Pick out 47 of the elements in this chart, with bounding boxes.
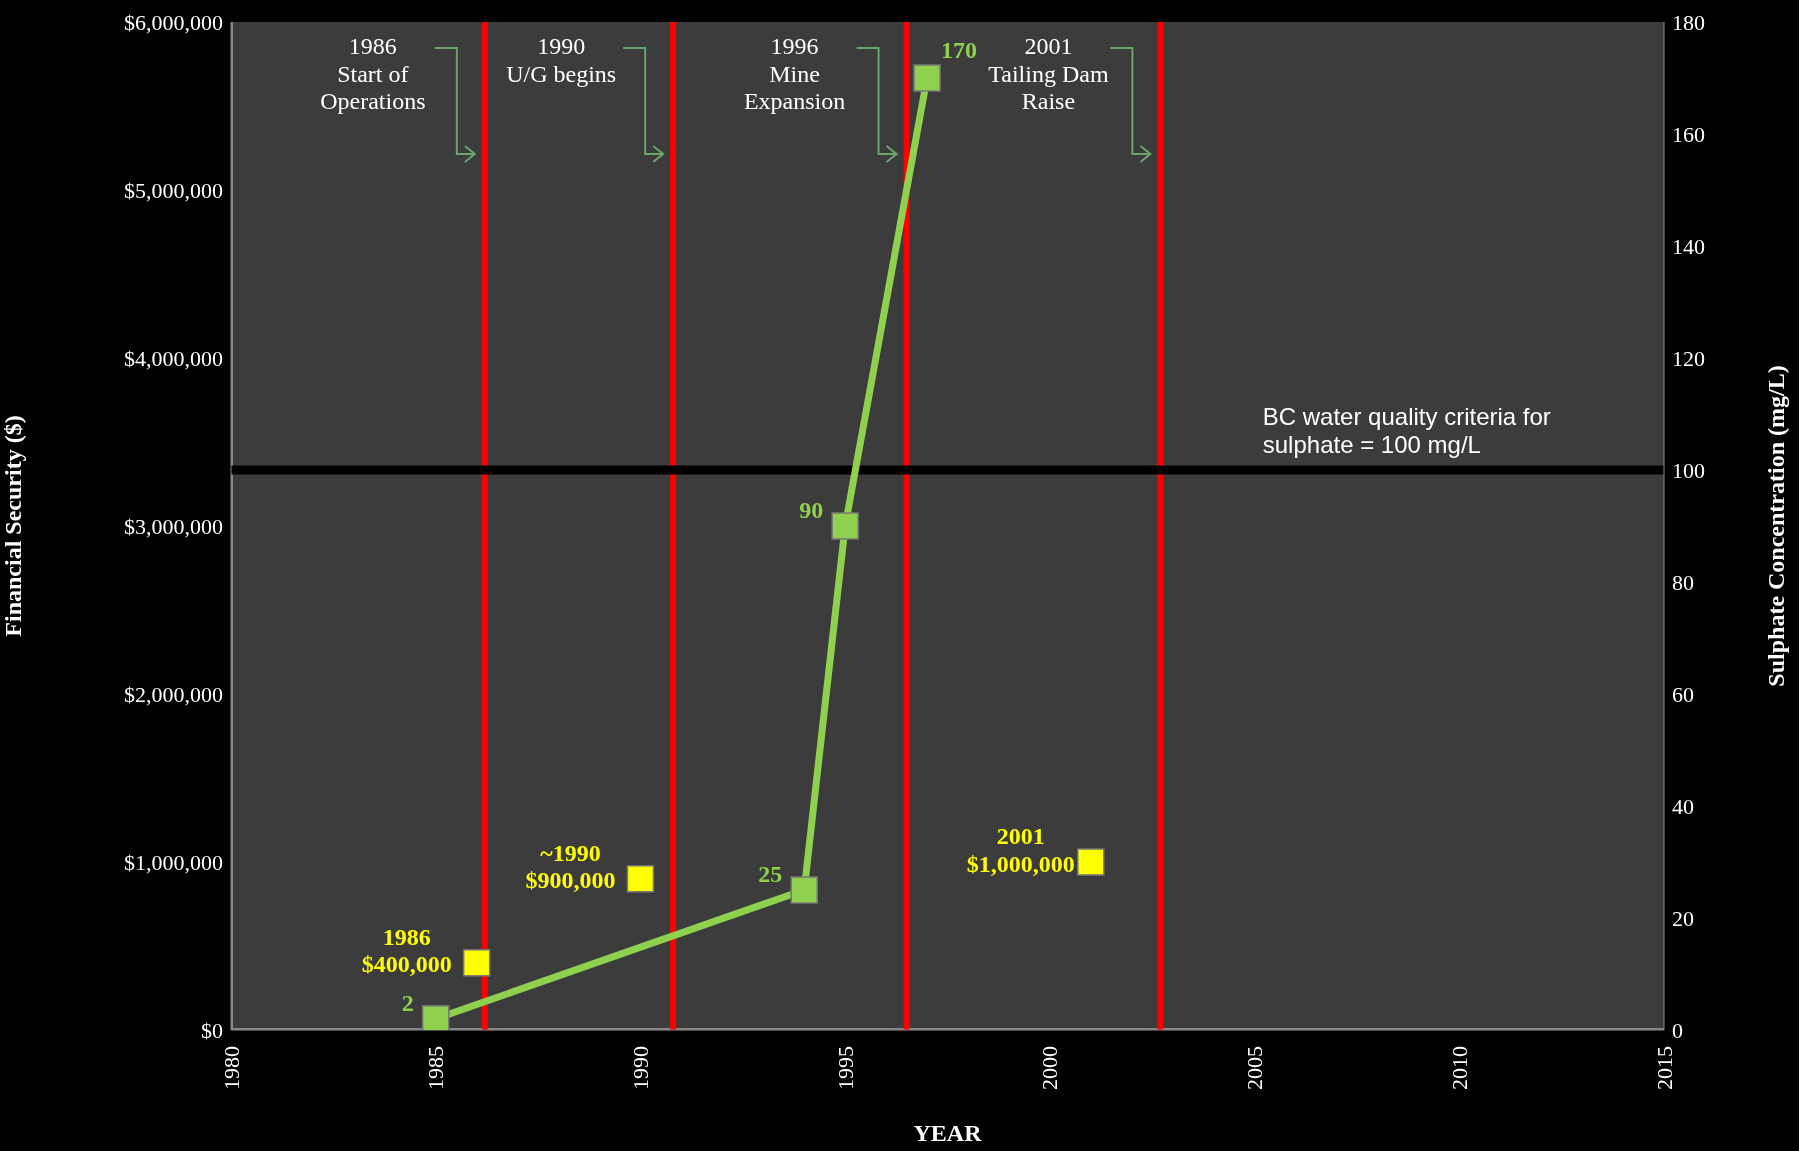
point [1077,848,1105,876]
y2-axis-title: Sulphate Concentration (mg/L) [1762,365,1789,687]
x-tick-label: 2010 [1446,1046,1472,1090]
ref-line-label: 1990 U/G begins [506,33,617,87]
y2-tick-label: 0 [1672,1017,1683,1043]
y-tick-label: $2,000,000 [124,681,223,707]
x-tick-label: 2000 [1037,1046,1063,1090]
x-axis-title: YEAR [913,1120,983,1146]
y-tick-label: $3,000,000 [124,513,223,539]
y2-tick-label: 60 [1672,681,1694,707]
ref-line-label: 1986 Start of Operations [320,33,426,115]
y-tick-label: $4,000,000 [124,345,223,371]
point [913,64,941,92]
y-tick-label: $0 [201,1017,223,1043]
x-tick-label: 1995 [832,1046,858,1090]
y2-tick-label: 180 [1672,9,1705,35]
point [626,865,655,893]
y2-tick-label: 120 [1672,345,1705,371]
ref-line-label: 1996 Mine Expansion [743,33,846,115]
y-tick-label: $5,000,000 [124,177,223,203]
point [421,1005,450,1030]
point [790,876,818,904]
x-tick-label: 2015 [1651,1046,1677,1090]
point [462,949,491,977]
point [831,512,859,540]
x-tick-label: 1985 [423,1046,449,1090]
data-label: 2 [401,989,414,1016]
ref-line-label: BC water quality criteria for sulphate = 100 mg/L [1262,403,1551,458]
y2-tick-label: 80 [1672,569,1694,595]
y2-tick-label: 160 [1672,121,1705,147]
data-label: 25 [758,861,783,887]
x-tick-label: 1990 [627,1046,653,1090]
y2-tick-label: 100 [1672,457,1705,483]
data-label: 90 [799,497,824,523]
x-tick-label: 2005 [1242,1046,1268,1090]
y-tick-label: $6,000,000 [124,9,223,35]
data-label: ~1990 $900,000 [525,839,616,894]
data-label: 170 [941,37,978,63]
data-label: 2001 $1,000,000 [966,823,1075,877]
y2-tick-label: 20 [1672,905,1694,931]
y-tick-label: $1,000,000 [124,849,223,875]
y2-tick-label: 140 [1672,233,1705,259]
data-label: 1986 $400,000 [361,923,452,978]
ref-line-label: 2001 Tailing Dam Raise [988,33,1109,115]
y2-tick-label: 40 [1672,793,1694,819]
x-tick-label: 1980 [218,1046,244,1090]
y-axis-title: Financial Security ($) [0,415,26,637]
